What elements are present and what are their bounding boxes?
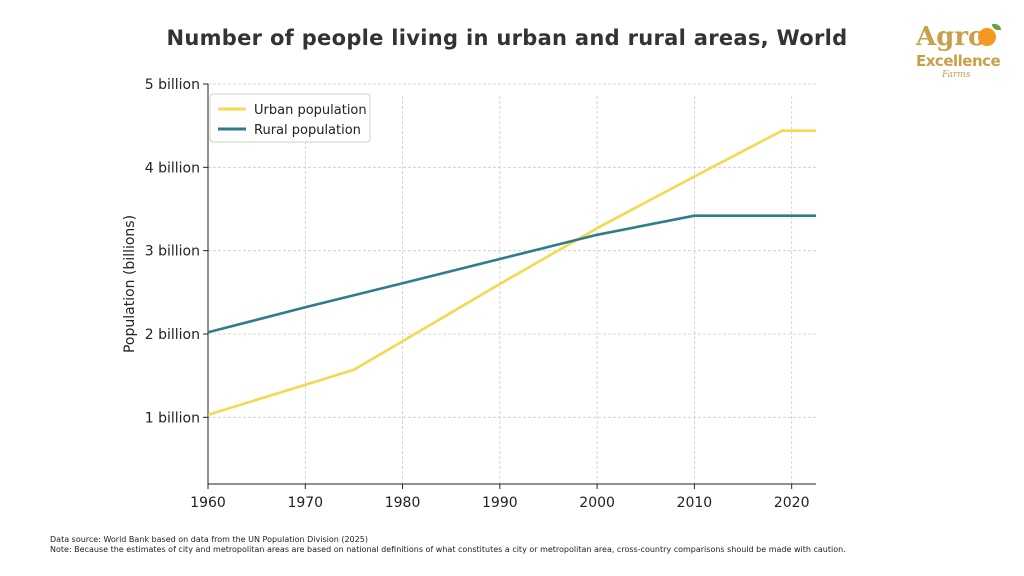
- x-tick-label: 1970: [287, 495, 323, 511]
- x-tick-label: 1960: [190, 495, 226, 511]
- footnotes: Data source: World Bank based on data fr…: [50, 535, 846, 555]
- series-line-urban-population: [208, 129, 816, 417]
- chart-title: Number of people living in urban and rur…: [166, 26, 848, 50]
- orange-icon: [978, 28, 996, 46]
- logo-text-farms: Farms: [942, 70, 971, 80]
- logo-text-excellence: Excellence: [916, 52, 1001, 70]
- y-tick-label: 2 billion: [145, 327, 200, 343]
- leaf-icon: [992, 24, 1001, 30]
- x-tick-label: 1990: [482, 495, 518, 511]
- legend-label: Rural population: [254, 123, 361, 138]
- legend-label: Urban population: [254, 103, 367, 118]
- data-source-note: Data source: World Bank based on data fr…: [50, 535, 368, 544]
- logo-text-agro: Agro: [916, 22, 986, 52]
- legend-box: [209, 93, 371, 143]
- x-tick-label: 1980: [385, 495, 421, 511]
- y-axis-label: Population (billions): [122, 215, 138, 353]
- x-tick-label: 2020: [774, 495, 810, 511]
- x-tick-label: 2000: [579, 495, 615, 511]
- caution-note: Note: Because the estimates of city and …: [50, 545, 846, 554]
- y-tick-label: 3 billion: [145, 244, 200, 260]
- x-tick-label: 2010: [677, 495, 713, 511]
- series-line-rural-population: [208, 214, 816, 334]
- y-tick-label: 1 billion: [145, 410, 200, 426]
- y-tick-label: 5 billion: [145, 77, 200, 93]
- brand-logo: Agro Excellence Farms: [908, 22, 1008, 92]
- y-tick-label: 4 billion: [145, 160, 200, 176]
